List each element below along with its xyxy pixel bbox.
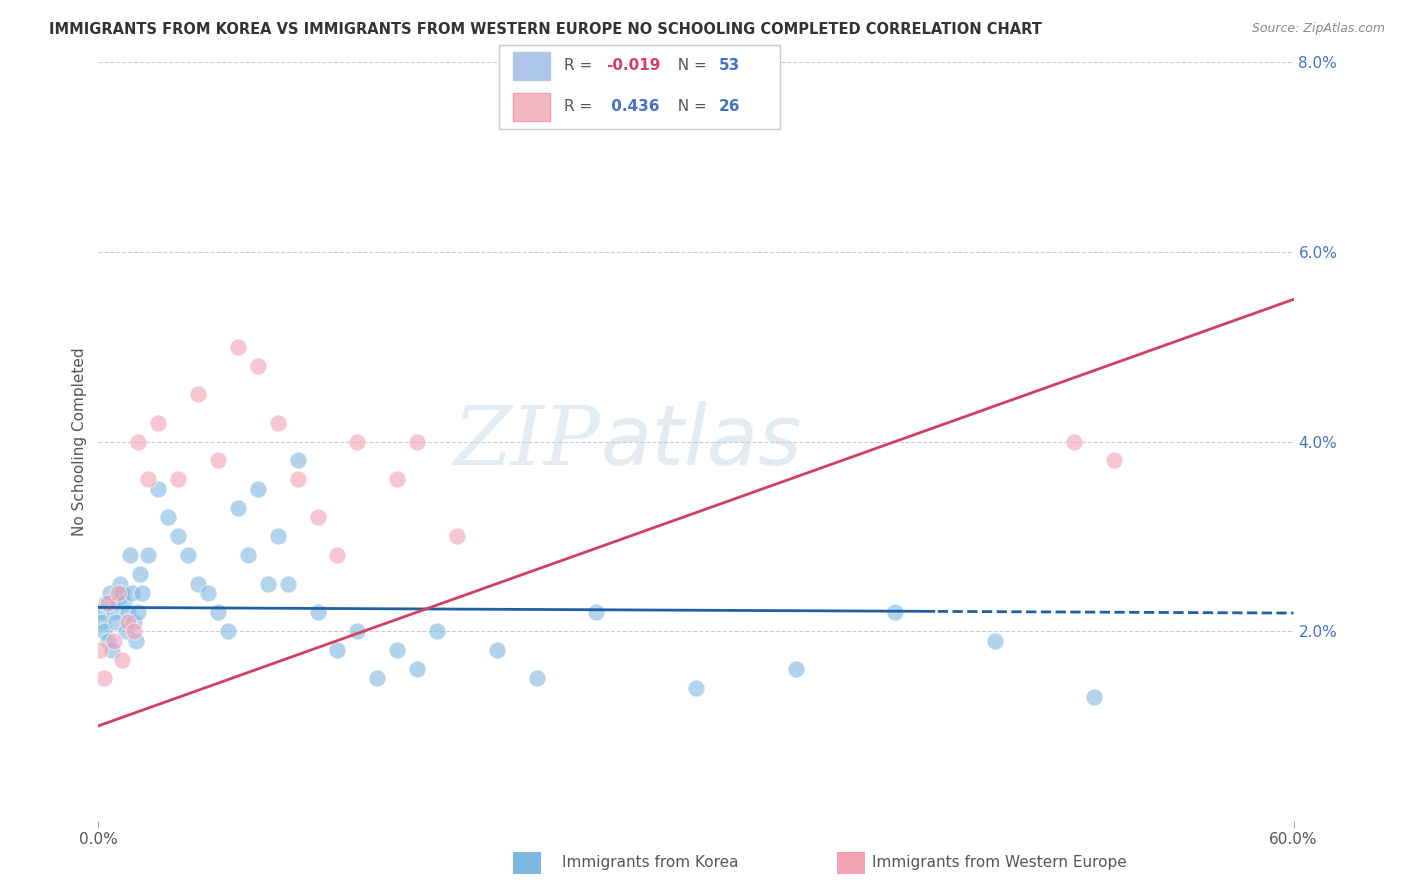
Point [127, 605, 149, 619]
Point [207, 453, 229, 467]
Point [585, 605, 607, 619]
Point [93, 624, 115, 639]
FancyBboxPatch shape [513, 53, 550, 80]
Point [187, 387, 209, 401]
Point [117, 605, 139, 619]
Point [236, 548, 259, 563]
Point [406, 434, 429, 449]
Point [131, 586, 153, 600]
Point [685, 681, 707, 695]
Point [346, 624, 368, 639]
Point [148, 416, 170, 430]
Point [167, 529, 190, 543]
Point [93, 672, 115, 686]
Point [385, 643, 409, 657]
Point [121, 586, 143, 600]
Point [97, 633, 120, 648]
Text: 53: 53 [718, 58, 740, 73]
Text: N =: N = [668, 99, 711, 114]
Point [226, 500, 249, 515]
Point [112, 596, 135, 610]
Point [167, 473, 190, 487]
Point [124, 624, 146, 639]
Point [197, 586, 219, 600]
Point [96, 596, 118, 610]
Text: 0.436: 0.436 [606, 99, 659, 114]
Point [307, 510, 329, 524]
Point [157, 510, 180, 524]
Point [226, 340, 249, 354]
Point [97, 596, 120, 610]
Point [446, 529, 468, 543]
Point [277, 576, 299, 591]
Point [346, 434, 368, 449]
Point [246, 482, 269, 496]
Point [366, 672, 388, 686]
Point [526, 672, 548, 686]
Point [117, 615, 139, 629]
Text: IMMIGRANTS FROM KOREA VS IMMIGRANTS FROM WESTERN EUROPE NO SCHOOLING COMPLETED C: IMMIGRANTS FROM KOREA VS IMMIGRANTS FROM… [49, 22, 1042, 37]
Point [111, 586, 134, 600]
Point [187, 576, 209, 591]
Point [107, 596, 129, 610]
Text: Immigrants from Korea: Immigrants from Korea [562, 855, 740, 870]
Point [426, 624, 449, 639]
Point [267, 416, 290, 430]
Point [103, 633, 125, 648]
Text: ZIP: ZIP [454, 401, 600, 482]
Point [485, 643, 508, 657]
Point [307, 605, 329, 619]
Point [385, 473, 409, 487]
Point [217, 624, 239, 639]
Point [326, 643, 349, 657]
Point [177, 548, 200, 563]
Point [785, 662, 807, 676]
Point [148, 482, 170, 496]
Point [101, 643, 124, 657]
Point [91, 615, 114, 629]
Text: N =: N = [668, 58, 711, 73]
Point [1063, 434, 1085, 449]
Point [326, 548, 349, 563]
Point [129, 567, 152, 582]
Point [256, 576, 278, 591]
Point [136, 548, 159, 563]
Text: Source: ZipAtlas.com: Source: ZipAtlas.com [1251, 22, 1385, 36]
Point [287, 453, 309, 467]
Point [124, 615, 146, 629]
Point [89, 643, 111, 657]
Point [246, 359, 269, 373]
Point [98, 586, 122, 600]
Point [207, 605, 229, 619]
Point [110, 576, 132, 591]
Point [111, 652, 134, 666]
Point [107, 586, 129, 600]
Point [103, 605, 125, 619]
Point [120, 548, 142, 563]
Point [287, 473, 309, 487]
Point [884, 605, 907, 619]
Text: Immigrants from Western Europe: Immigrants from Western Europe [872, 855, 1126, 870]
FancyBboxPatch shape [513, 93, 550, 120]
Point [1104, 453, 1126, 467]
Text: R =: R = [564, 58, 598, 73]
Text: atlas: atlas [600, 401, 801, 482]
Point [267, 529, 290, 543]
Y-axis label: No Schooling Completed: No Schooling Completed [72, 347, 87, 536]
Point [125, 633, 148, 648]
Point [984, 633, 1007, 648]
Text: -0.019: -0.019 [606, 58, 661, 73]
Text: 26: 26 [718, 99, 740, 114]
Point [115, 624, 138, 639]
Text: R =: R = [564, 99, 598, 114]
Point [127, 434, 149, 449]
Point [89, 605, 111, 619]
Point [406, 662, 429, 676]
Point [105, 615, 128, 629]
Point [1083, 690, 1105, 705]
Point [136, 473, 159, 487]
